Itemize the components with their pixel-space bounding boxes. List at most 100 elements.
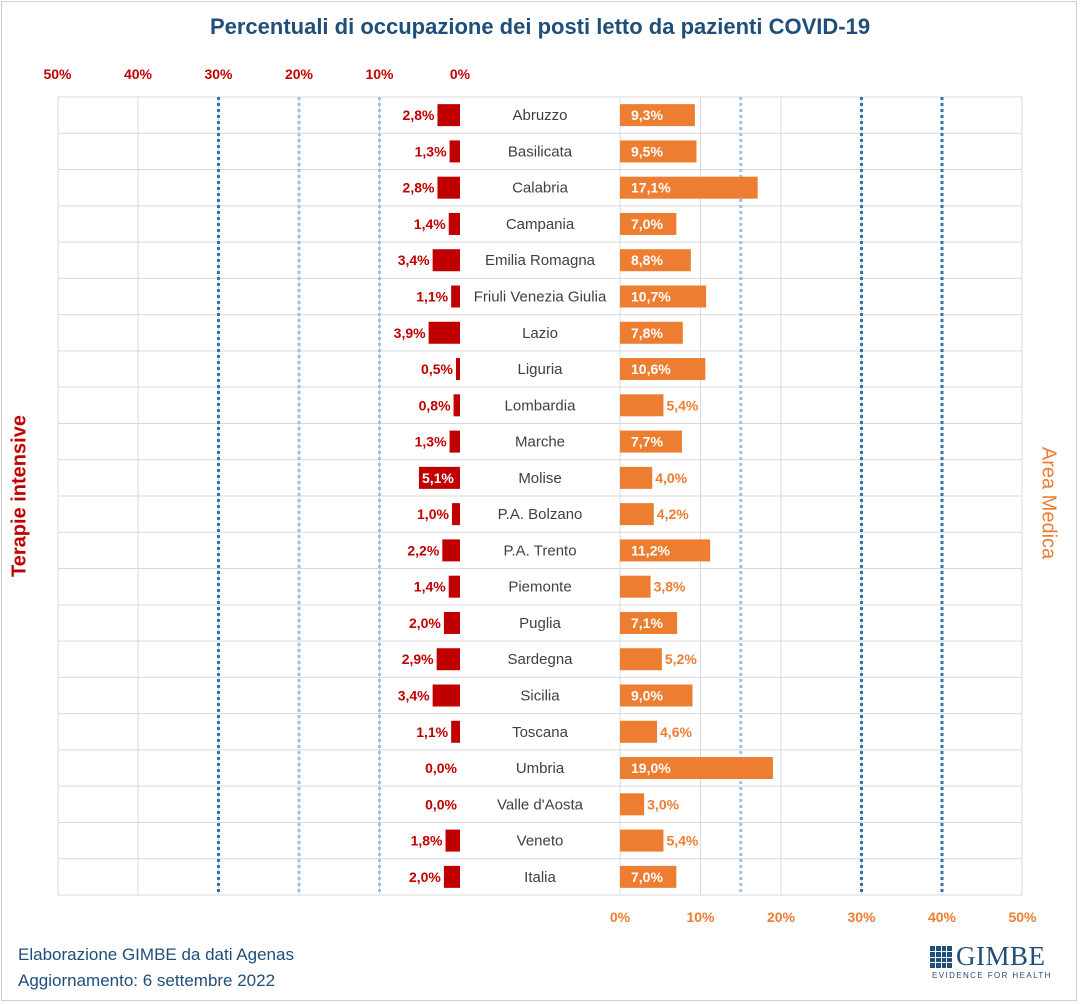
- category-label: Italia: [524, 869, 556, 886]
- left-axis-tick-label: 30%: [204, 66, 233, 82]
- terapie-intensive-value-label: 0,8%: [419, 397, 451, 413]
- terapie-intensive-bar: [442, 539, 460, 562]
- category-label: P.A. Trento: [503, 542, 576, 559]
- category-label: Lombardia: [505, 397, 577, 414]
- area-medica-value-label: 5,4%: [666, 833, 698, 849]
- terapie-intensive-value-label: 1,8%: [411, 833, 443, 849]
- terapie-intensive-value-label: 3,4%: [398, 688, 430, 704]
- terapie-intensive-bar: [428, 321, 460, 344]
- area-medica-bar: [620, 793, 645, 816]
- terapie-intensive-bar: [451, 503, 460, 526]
- area-medica-bar: [620, 539, 711, 562]
- category-label: Liguria: [517, 361, 563, 378]
- terapie-intensive-bar: [451, 720, 460, 743]
- terapie-intensive-bar: [437, 176, 460, 199]
- terapie-intensive-bar: [432, 249, 460, 272]
- terapie-intensive-value-label: 2,8%: [403, 107, 435, 123]
- terapie-intensive-value-label: 0,5%: [421, 361, 453, 377]
- category-label: Marche: [515, 434, 565, 451]
- area-medica-bar: [620, 684, 693, 707]
- area-medica-bar: [620, 611, 678, 634]
- footer-source: Elaborazione GIMBE da dati Agenas: [18, 945, 294, 964]
- area-medica-bar: [620, 503, 654, 526]
- logo-tagline: EVIDENCE FOR HEALTH: [932, 971, 1052, 980]
- terapie-intensive-value-label: 1,0%: [417, 506, 449, 522]
- right-axis-tick-label: 40%: [928, 909, 957, 925]
- area-medica-bar: [620, 321, 683, 344]
- terapie-intensive-bar: [436, 648, 460, 671]
- terapie-intensive-value-label: 1,1%: [416, 289, 448, 305]
- area-medica-value-label: 7,0%: [631, 869, 663, 885]
- area-medica-bar: [620, 575, 651, 598]
- left-axis-tick-label: 50%: [43, 66, 72, 82]
- category-label: Abruzzo: [512, 107, 567, 124]
- terapie-intensive-value-label: 1,3%: [415, 143, 447, 159]
- right-axis-tick-label: 10%: [686, 909, 715, 925]
- area-medica-value-label: 3,0%: [647, 796, 679, 812]
- area-medica-bar: [620, 285, 707, 308]
- terapie-intensive-value-label: 3,4%: [398, 252, 430, 268]
- area-medica-value-label: 19,0%: [631, 760, 671, 776]
- area-medica-bar: [620, 865, 677, 888]
- area-medica-bar: [620, 394, 664, 417]
- terapie-intensive-value-label: 1,4%: [414, 216, 446, 232]
- footer-update: Aggiornamento: 6 settembre 2022: [18, 971, 276, 990]
- gimbe-logo: GIMBE EVIDENCE FOR HEALTH: [930, 941, 1054, 988]
- right-axis-tick-label: 20%: [767, 909, 796, 925]
- terapie-intensive-value-label: 2,9%: [402, 651, 434, 667]
- area-medica-bar: [620, 648, 662, 671]
- area-medica-bar: [620, 140, 697, 163]
- terapie-intensive-value-label: 5,1%: [422, 470, 454, 486]
- terapie-intensive-bar: [432, 684, 460, 707]
- area-medica-value-label: 9,0%: [631, 688, 663, 704]
- category-label: Campania: [506, 216, 575, 233]
- terapie-intensive-value-label: 1,3%: [415, 434, 447, 450]
- category-label: Veneto: [517, 833, 564, 850]
- right-axis-tick-label: 50%: [1008, 909, 1037, 925]
- category-label: Sardegna: [507, 651, 573, 668]
- area-medica-value-label: 7,8%: [631, 325, 663, 341]
- area-medica-bar: [620, 176, 758, 199]
- area-medica-bar: [620, 104, 695, 127]
- area-medica-value-label: 9,5%: [631, 143, 663, 159]
- area-medica-value-label: 8,8%: [631, 252, 663, 268]
- category-label: Puglia: [519, 615, 561, 632]
- right-axis-tick-label: 0%: [610, 909, 631, 925]
- terapie-intensive-bar: [449, 430, 460, 453]
- left-axis-title: Terapie intensive: [8, 415, 31, 577]
- area-medica-bar: [620, 212, 677, 235]
- terapie-intensive-bar: [449, 140, 460, 163]
- area-medica-value-label: 10,6%: [631, 361, 671, 377]
- terapie-intensive-bar: [448, 575, 460, 598]
- terapie-intensive-bar: [437, 104, 460, 127]
- category-label: Molise: [518, 470, 561, 487]
- category-label: Lazio: [522, 325, 558, 342]
- category-label: Piemonte: [508, 579, 571, 596]
- area-medica-value-label: 5,2%: [665, 651, 697, 667]
- area-medica-value-label: 5,4%: [666, 397, 698, 413]
- terapie-intensive-bar: [443, 611, 460, 634]
- terapie-intensive-value-label: 2,0%: [409, 615, 441, 631]
- area-medica-value-label: 10,7%: [631, 289, 671, 305]
- terapie-intensive-bar: [453, 394, 460, 417]
- category-label: Umbria: [516, 760, 565, 777]
- terapie-intensive-bar: [451, 285, 460, 308]
- area-medica-value-label: 11,2%: [631, 542, 670, 558]
- right-axis-tick-label: 30%: [847, 909, 876, 925]
- terapie-intensive-value-label: 2,0%: [409, 869, 441, 885]
- logo-name: GIMBE: [956, 941, 1046, 971]
- area-medica-value-label: 3,8%: [654, 579, 686, 595]
- area-medica-bar: [620, 829, 664, 852]
- terapie-intensive-value-label: 0,0%: [425, 760, 457, 776]
- area-medica-value-label: 4,2%: [657, 506, 689, 522]
- area-medica-bar: [620, 466, 653, 489]
- category-label: Valle d'Aosta: [497, 796, 584, 813]
- category-label: Friuli Venezia Giulia: [474, 289, 607, 306]
- terapie-intensive-value-label: 1,4%: [414, 579, 446, 595]
- terapie-intensive-value-label: 1,1%: [416, 724, 448, 740]
- terapie-intensive-bar: [448, 212, 460, 235]
- category-label: Emilia Romagna: [485, 252, 596, 269]
- left-axis-tick-label: 0%: [450, 66, 471, 82]
